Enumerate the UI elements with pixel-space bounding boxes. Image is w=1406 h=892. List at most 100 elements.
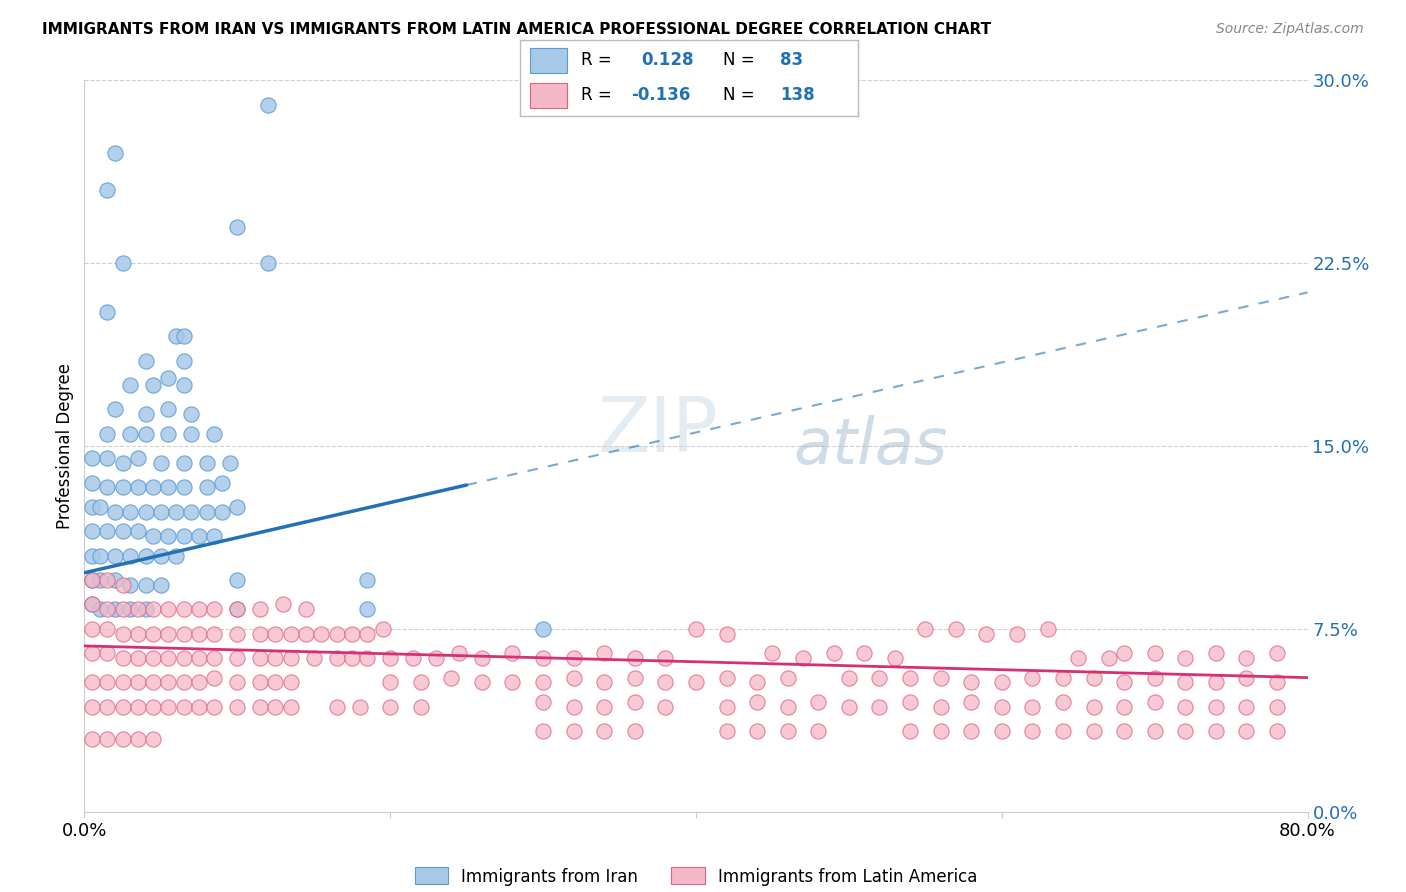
Point (188, 626, 211, 640)
Point (80, 549, 103, 563)
Point (173, 378, 195, 392)
Point (531, 622, 554, 636)
Point (127, 626, 149, 640)
Point (165, 549, 187, 563)
Point (173, 529, 195, 543)
Point (264, 626, 287, 640)
Point (157, 675, 180, 690)
Point (960, 724, 983, 739)
Point (1236, 671, 1258, 685)
Point (165, 505, 187, 519)
Point (226, 675, 249, 690)
Point (202, 699, 225, 714)
Point (127, 480, 149, 494)
Point (249, 626, 271, 640)
Point (202, 671, 225, 685)
Point (173, 456, 195, 470)
Point (149, 456, 172, 470)
Point (898, 671, 921, 685)
Point (280, 651, 302, 665)
Point (1036, 622, 1059, 636)
Point (716, 699, 738, 714)
Point (226, 602, 249, 616)
Point (104, 402, 127, 417)
Point (747, 695, 769, 709)
Point (440, 671, 463, 685)
Point (356, 626, 378, 640)
Point (157, 699, 180, 714)
Point (195, 456, 218, 470)
Point (142, 378, 165, 392)
Point (96, 426, 118, 441)
Point (531, 651, 554, 665)
Point (838, 699, 860, 714)
Point (409, 675, 432, 690)
Point (792, 651, 814, 665)
Point (188, 699, 211, 714)
Point (257, 256, 280, 270)
Point (80, 573, 103, 587)
Point (264, 651, 287, 665)
Point (562, 724, 585, 739)
Point (135, 549, 157, 563)
Point (173, 480, 195, 494)
Point (180, 407, 202, 421)
Point (280, 675, 302, 690)
Point (747, 675, 769, 690)
Point (716, 626, 738, 640)
Point (111, 256, 134, 270)
Point (685, 675, 707, 690)
Point (111, 675, 134, 690)
Point (624, 671, 647, 685)
Point (80, 475, 103, 490)
Point (111, 524, 134, 539)
Point (562, 699, 585, 714)
Point (531, 675, 554, 690)
Text: N =: N = (723, 87, 759, 104)
Point (80, 598, 103, 612)
Point (654, 699, 676, 714)
Point (1174, 724, 1197, 739)
Point (340, 626, 363, 640)
Point (1052, 724, 1074, 739)
Text: IMMIGRANTS FROM IRAN VS IMMIGRANTS FROM LATIN AMERICA PROFESSIONAL DEGREE CORREL: IMMIGRANTS FROM IRAN VS IMMIGRANTS FROM … (42, 22, 991, 37)
Point (96, 451, 118, 466)
Point (202, 626, 225, 640)
Point (149, 505, 172, 519)
Point (96, 573, 118, 587)
Point (869, 699, 891, 714)
Point (340, 651, 363, 665)
Point (264, 675, 287, 690)
Point (945, 622, 967, 636)
Point (929, 724, 952, 739)
Point (356, 651, 378, 665)
Point (593, 724, 616, 739)
Point (111, 456, 134, 470)
Point (120, 578, 142, 592)
Point (165, 329, 187, 343)
Point (80, 524, 103, 539)
Point (96, 622, 118, 636)
Text: R =: R = (581, 51, 617, 69)
Point (562, 651, 585, 665)
Point (149, 578, 172, 592)
Point (1114, 675, 1136, 690)
Point (104, 146, 127, 161)
Text: atlas: atlas (794, 415, 948, 477)
Point (1143, 695, 1166, 709)
Point (823, 646, 845, 660)
Point (80, 451, 103, 466)
Point (249, 699, 271, 714)
Y-axis label: Professional Degree: Professional Degree (56, 363, 75, 529)
Point (180, 505, 202, 519)
Point (157, 602, 180, 616)
Point (302, 651, 325, 665)
Text: -0.136: -0.136 (631, 87, 690, 104)
Point (402, 651, 425, 665)
Point (195, 480, 218, 494)
Point (471, 651, 494, 665)
Point (80, 731, 103, 746)
Point (960, 675, 983, 690)
Point (1265, 646, 1288, 660)
Point (111, 731, 134, 746)
